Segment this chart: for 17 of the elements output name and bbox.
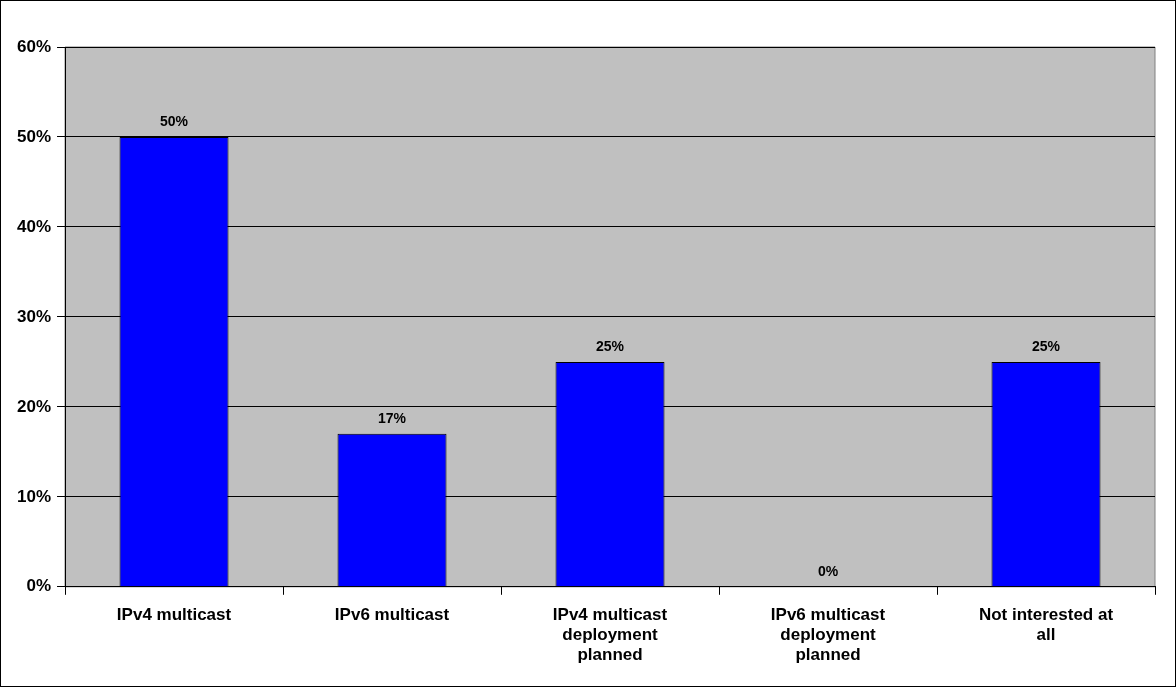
x-tick-label: IPv6 multicast deployment planned — [770, 604, 886, 665]
y-tick-label: 10% — [16, 486, 52, 506]
x-tick-label: IPv4 multicast deployment planned — [552, 604, 668, 665]
data-label: 25% — [596, 337, 625, 354]
y-tick-label: 0% — [26, 576, 52, 596]
x-tick-label: Not interested at all — [978, 604, 1114, 645]
x-tick-label: IPv4 multicast — [116, 604, 232, 624]
data-label: 50% — [160, 112, 189, 129]
data-label: 0% — [817, 562, 839, 579]
x-tick-label: IPv6 multicast — [334, 604, 450, 624]
y-tick-label: 60% — [16, 36, 52, 56]
y-tick-label: 50% — [16, 126, 52, 146]
y-tick-label: 30% — [16, 306, 52, 326]
data-label: 17% — [378, 409, 407, 426]
y-tick-label: 20% — [16, 396, 52, 416]
y-tick-label: 40% — [16, 216, 52, 236]
data-label: 25% — [1031, 337, 1061, 354]
